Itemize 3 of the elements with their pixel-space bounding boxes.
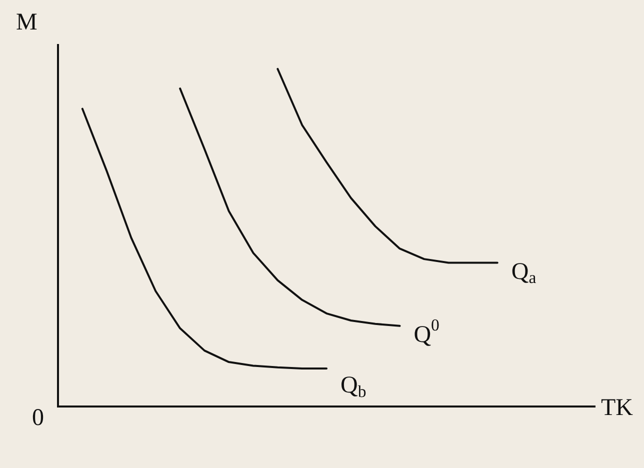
y-axis-title: M [16,9,38,36]
x-axis-title: TK [601,394,634,421]
text: 0 [32,404,44,431]
